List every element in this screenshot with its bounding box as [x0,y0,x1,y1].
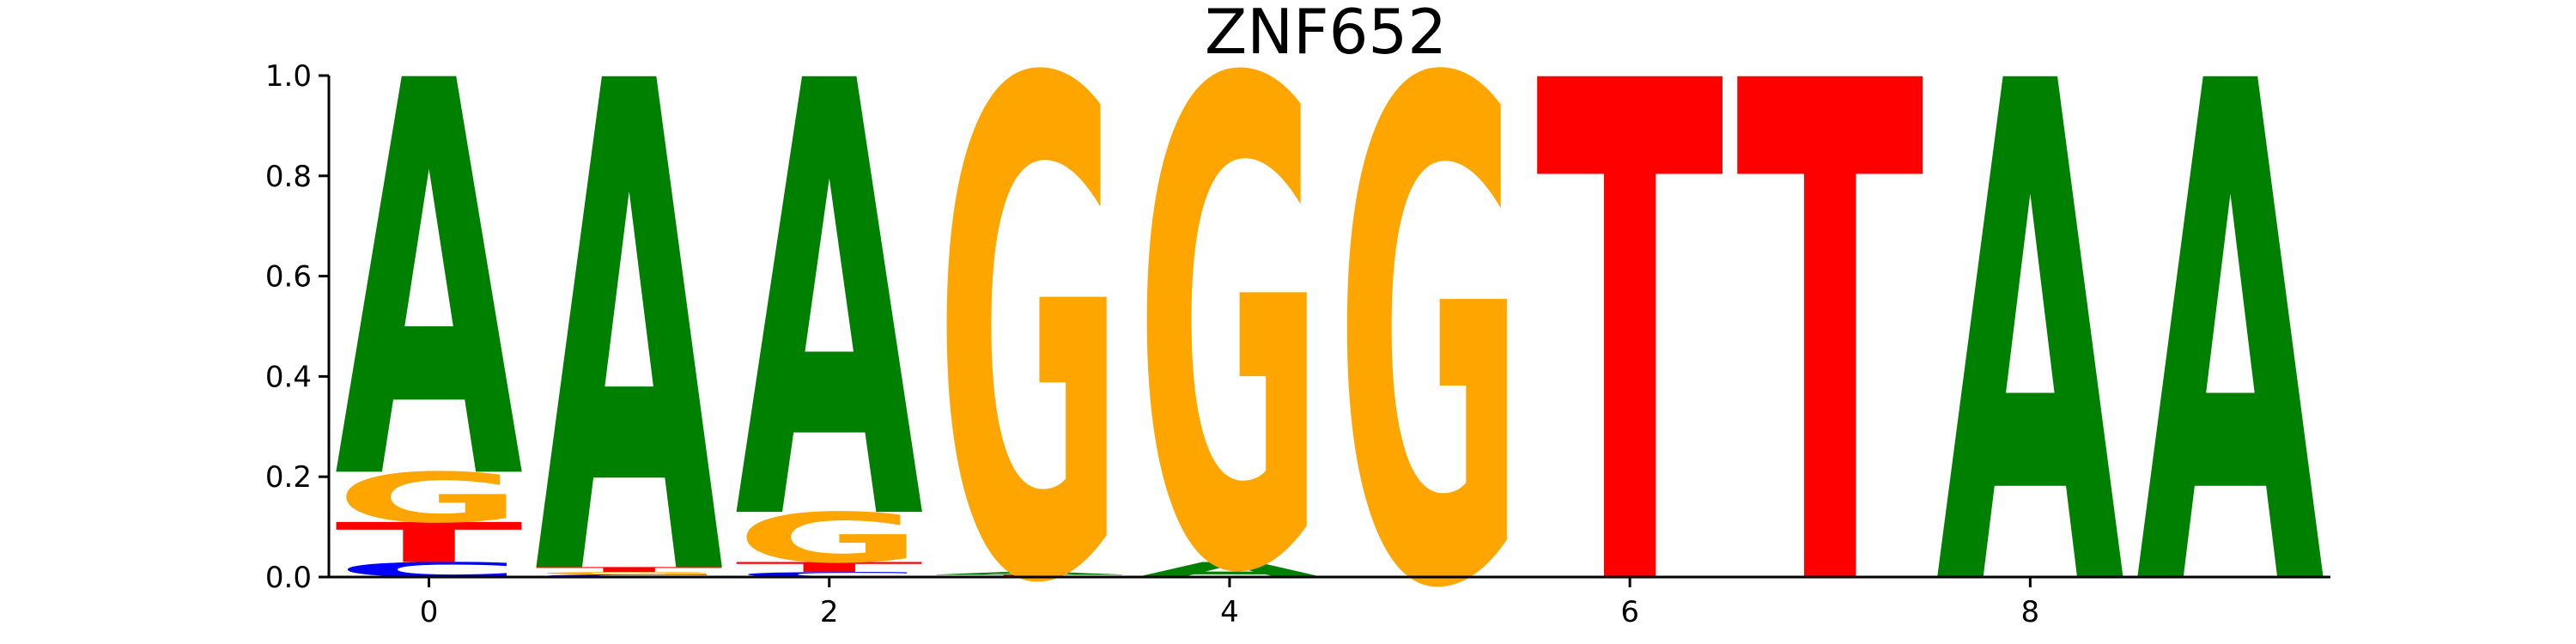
y-tick-label: 0.4 [265,360,312,394]
logo-letter-t: T [1736,0,1926,644]
y-tick-label: 0.8 [265,160,312,194]
x-tick-label: 0 [420,595,439,629]
y-tick-label: 1.0 [265,59,312,94]
logo-letter-a: A [335,0,525,600]
x-tick-label: 4 [1220,595,1239,629]
logo-letter-g: G [935,0,1123,644]
x-tick-label: 8 [2021,595,2040,629]
y-ticks: 0.0 0.2 0.4 0.6 0.8 1.0 [265,59,329,595]
y-tick-label: 0.0 [265,561,312,595]
logo-letter-g: G [1135,0,1323,644]
y-tick-label: 0.2 [265,460,312,495]
logo-letter-t: T [1536,0,1726,644]
x-tick-label: 2 [820,595,839,629]
logo-letter-a: A [535,0,725,644]
logo-letter-g: G [1335,0,1523,644]
y-tick-label: 0.6 [265,260,312,295]
x-tick-label: 6 [1620,595,1639,629]
logo-letter-a: A [735,0,925,644]
logo-letter-a: A [2136,0,2326,644]
logo-letter-a: A [1936,0,2126,644]
